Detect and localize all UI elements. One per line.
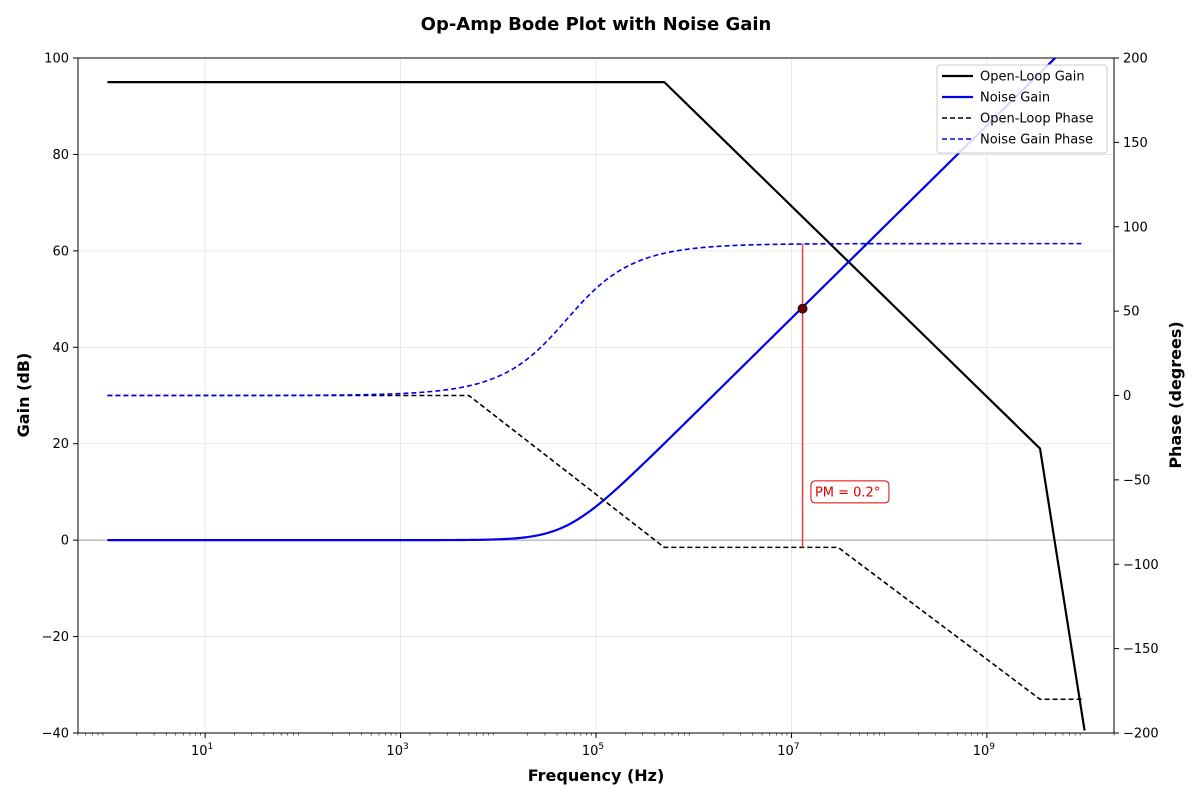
- y-tick-label: −20: [42, 630, 69, 645]
- crossover-annotation: PM = 0.2°: [797, 243, 890, 548]
- y2-tick-label: −100: [1123, 558, 1159, 573]
- x-tick-label: 101: [191, 742, 213, 759]
- y2-tick-label: 50: [1123, 305, 1140, 320]
- pm-label: PM = 0.2°: [815, 485, 880, 500]
- y2-axis-title: Phase (degrees): [1166, 321, 1185, 468]
- x-tick-label: 107: [777, 742, 799, 759]
- series-line-1: [107, 58, 1057, 542]
- x-axis-title: Frequency (Hz): [528, 766, 665, 785]
- crossover-point: [797, 303, 808, 314]
- legend-label-0: Open-Loop Gain: [980, 70, 1085, 85]
- y2-tick-label: −200: [1123, 727, 1159, 742]
- pm-label-box: [810, 480, 890, 504]
- y2-tick-label: 0: [1123, 389, 1131, 404]
- y-tick-label: 60: [52, 244, 69, 259]
- y2-tick-label: 150: [1123, 136, 1148, 151]
- y2-axis-ticks: 200 150 100 50 0 −50 −100 −150 −200: [1114, 52, 1159, 742]
- y-tick-label: 20: [52, 437, 69, 452]
- legend: Open-Loop Gain Noise Gain Open-Loop Phase N…: [936, 64, 1108, 154]
- y2-tick-label: 200: [1123, 52, 1148, 67]
- y-tick-label: 40: [52, 341, 69, 356]
- legend-label-1: Noise Gain: [980, 91, 1050, 106]
- series-lines: [107, 58, 1086, 731]
- series-line-3: [107, 242, 1085, 397]
- y-tick-label: 80: [52, 148, 69, 163]
- y-axis-title: Gain (dB): [14, 353, 33, 438]
- y2-tick-label: −150: [1123, 642, 1159, 657]
- y-tick-label: −40: [42, 727, 69, 742]
- series-line-0: [107, 81, 1086, 731]
- y-tick-label: 100: [44, 52, 69, 67]
- x-tick-label: 105: [582, 742, 604, 759]
- x-axis-ticks: 101 103 105 107 109: [77, 733, 1115, 759]
- legend-box: [936, 64, 1108, 154]
- series-line-2: [107, 394, 1085, 701]
- legend-label-3: Noise Gain Phase: [980, 133, 1093, 148]
- y2-tick-label: −50: [1123, 473, 1150, 488]
- x-tick-label: 103: [386, 742, 408, 759]
- chart-title: Op-Amp Bode Plot with Noise Gain: [421, 14, 772, 35]
- y-tick-label: 0: [61, 534, 69, 549]
- legend-label-2: Open-Loop Phase: [980, 112, 1094, 127]
- y2-tick-label: 100: [1123, 220, 1148, 235]
- x-tick-label: 109: [973, 742, 996, 759]
- y-axis-ticks: 100 80 60 40 20 0 −20 −40: [42, 52, 78, 742]
